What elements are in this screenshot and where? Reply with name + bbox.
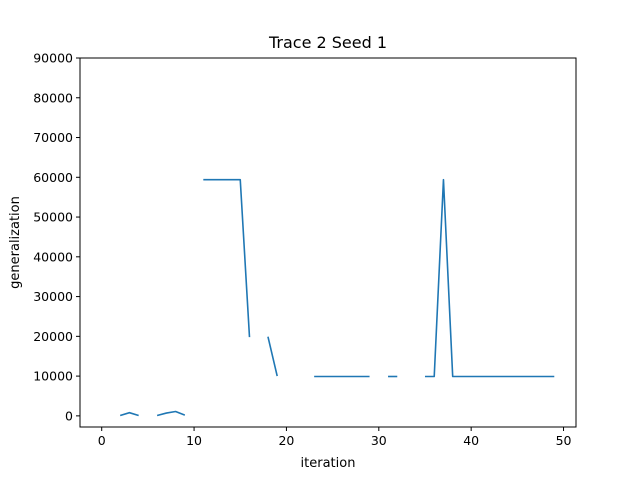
y-axis-label: generalization	[8, 196, 23, 289]
series-line-segment	[267, 336, 278, 377]
series-layer	[119, 178, 555, 417]
x-tick-label: 20	[278, 433, 294, 448]
x-tick-label: 50	[556, 433, 572, 448]
y-tick-label: 20000	[33, 329, 73, 344]
y-tick-label: 80000	[33, 90, 73, 105]
plot-frame	[79, 57, 577, 428]
chart-title: Trace 2 Seed 1	[268, 33, 387, 52]
y-tick-label: 60000	[33, 170, 73, 185]
x-tick-label: 0	[98, 433, 106, 448]
series-line-segment	[424, 178, 555, 378]
y-tick-label: 0	[65, 408, 73, 423]
x-tick-label: 10	[186, 433, 202, 448]
y-tick-label: 30000	[33, 289, 73, 304]
x-tick-label: 30	[371, 433, 387, 448]
plot-area	[79, 57, 577, 428]
y-tick-label: 40000	[33, 249, 73, 264]
x-axis-label: iteration	[301, 456, 356, 471]
y-tick-label: 50000	[33, 210, 73, 225]
series-line-segment	[156, 410, 186, 417]
series-line-segment	[203, 178, 251, 338]
series-line-segment	[119, 411, 139, 417]
x-axis: 0 10 20 30 40 50	[98, 427, 572, 448]
y-tick-label: 10000	[33, 369, 73, 384]
y-axis: 0 10000 20000 30000 40000 50000 60000 70000 8000…	[33, 51, 80, 423]
y-tick-label: 70000	[33, 130, 73, 145]
x-tick-label: 40	[463, 433, 479, 448]
y-tick-label: 90000	[33, 51, 73, 66]
